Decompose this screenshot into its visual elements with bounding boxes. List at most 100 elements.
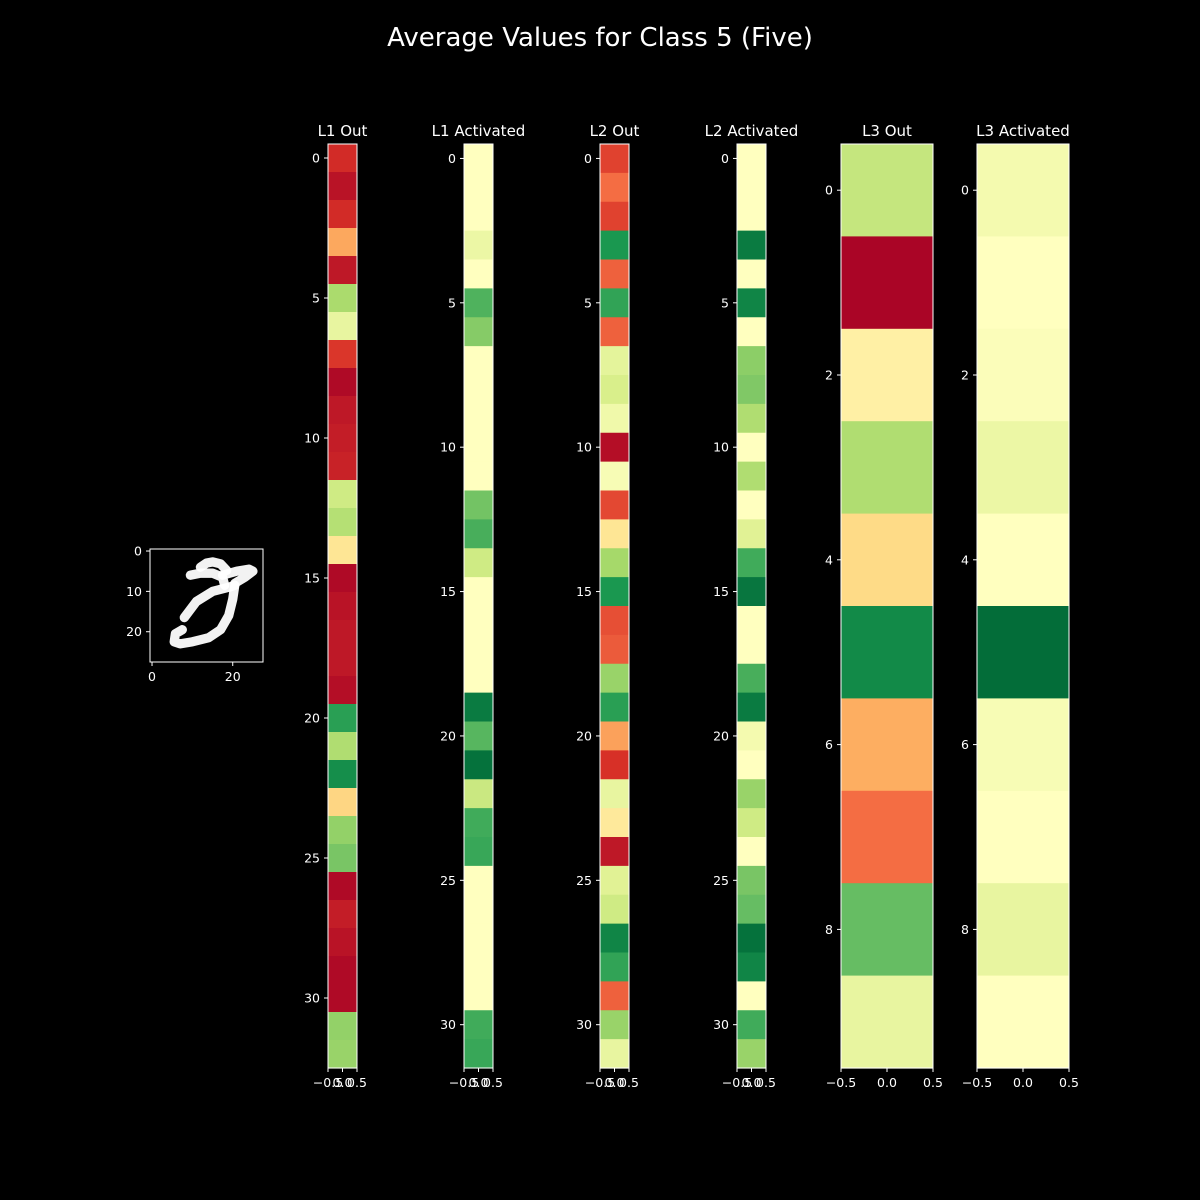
heatmap-cell	[600, 606, 629, 636]
heatmap-cell	[841, 606, 933, 699]
heatmap-cell	[600, 259, 629, 289]
heatmap-cell	[977, 513, 1069, 607]
heatmap-cell	[464, 692, 493, 723]
x-tick-label: 0	[148, 669, 156, 684]
panel-title: L1 Out	[318, 122, 368, 140]
heatmap-cell	[328, 760, 357, 789]
y-tick-label: 20	[304, 711, 320, 726]
heatmap-cell	[737, 865, 766, 896]
heatmap-cell	[328, 536, 357, 565]
heatmap-cell	[464, 1010, 493, 1040]
heatmap-cell	[600, 923, 629, 954]
y-tick-label: 5	[312, 291, 320, 306]
heatmap-cell	[328, 984, 357, 1013]
heatmap-cell	[600, 144, 629, 174]
y-tick-label: 0	[825, 183, 833, 198]
x-tick-label: 0.5	[756, 1075, 776, 1090]
heatmap-cell	[328, 1040, 357, 1069]
heatmap-cell	[328, 424, 357, 453]
y-tick-label: 25	[576, 873, 592, 888]
panel-l3-activated: L3 Activated 0 2 4 6 8 −0.5 0.0 0.5	[961, 122, 1079, 1090]
y-tick-label: 10	[713, 440, 729, 455]
x-tick-label: 0.5	[483, 1075, 503, 1090]
heatmap-cell	[600, 952, 629, 982]
y-tick-label: 10	[576, 440, 592, 455]
digit-strokes	[169, 557, 258, 649]
heatmap-cell	[841, 975, 933, 1069]
x-tick-label: −0.5	[826, 1075, 856, 1090]
heatmap-cell	[464, 403, 493, 434]
heatmap-cell	[464, 721, 493, 751]
heatmap-cell	[328, 620, 357, 649]
y-tick-label: 4	[825, 552, 833, 567]
heatmap-cell	[328, 872, 357, 901]
heatmap-cell	[737, 894, 766, 925]
panel-title: L2 Out	[590, 122, 640, 140]
y-tick-label: 15	[440, 584, 456, 599]
y-tick-label: 2	[961, 368, 969, 383]
heatmap-cell	[737, 144, 766, 174]
heatmap-cell	[737, 548, 766, 578]
y-tick-label: 20	[713, 728, 729, 743]
y-tick-label: 25	[440, 873, 456, 888]
heatmap-cell	[841, 513, 933, 607]
heatmap-cell	[328, 900, 357, 929]
heatmap-cell	[737, 172, 766, 203]
x-tick-label: 0.5	[619, 1075, 639, 1090]
heatmap-cell	[464, 317, 493, 347]
y-tick-label: 30	[576, 1017, 592, 1032]
heatmap-cell	[737, 981, 766, 1011]
x-tick-label: −0.5	[962, 1075, 992, 1090]
heatmap-cell	[328, 452, 357, 481]
heatmap-cell	[328, 256, 357, 285]
heatmap-cell	[600, 634, 629, 665]
y-tick-label: 0	[448, 151, 456, 166]
digit-stroke	[217, 564, 258, 588]
panel-l2-activated: L2 Activated 0 5 10 15 20 25 30 −0.50.00.5	[705, 122, 799, 1090]
heatmap-cell	[328, 648, 357, 677]
y-tick-label: 0	[584, 151, 592, 166]
heatmap-cell	[600, 663, 629, 694]
x-tick-label: 0.0	[1013, 1075, 1033, 1090]
y-tick-label: 20	[126, 624, 142, 639]
y-tick-label: 30	[304, 991, 320, 1006]
figure-title: Average Values for Class 5 (Five)	[387, 23, 813, 53]
y-tick-label: 15	[304, 571, 320, 586]
y-tick-label: 5	[448, 295, 456, 310]
heatmap-cell	[464, 634, 493, 665]
x-tick-label: 0.0	[469, 1075, 489, 1090]
heatmap-cell	[328, 480, 357, 509]
heatmap-cell	[464, 865, 493, 896]
heatmap-cell	[328, 816, 357, 845]
y-tick-label: 10	[126, 584, 142, 599]
panel-title: L3 Out	[862, 122, 912, 140]
heatmap-cell	[328, 1012, 357, 1041]
heatmap-cell	[841, 236, 933, 330]
heatmap-cell	[600, 346, 629, 376]
y-tick-label: 4	[961, 552, 969, 567]
heatmap-cell	[464, 288, 493, 318]
heatmap-cell	[328, 704, 357, 733]
heatmap-cell	[600, 201, 629, 232]
heatmap-cell	[464, 144, 493, 174]
y-tick-label: 2	[825, 368, 833, 383]
y-tick-label: 5	[584, 295, 592, 310]
x-tick-label: 0.0	[605, 1075, 625, 1090]
x-tick-label: −0.5	[449, 1075, 479, 1090]
heatmap-cell	[737, 750, 766, 780]
panel-l2-out: L2 Out 0 5 10 15 20 25 30 −0.50.00.5	[576, 122, 639, 1090]
y-tick-label: 25	[304, 851, 320, 866]
heatmap-cell	[737, 519, 766, 549]
heatmap-cell	[464, 172, 493, 203]
x-tick-label: 0.0	[877, 1075, 897, 1090]
heatmap-cell	[328, 788, 357, 817]
heatmap-cell	[977, 328, 1069, 422]
heatmap-cell	[977, 698, 1069, 792]
x-tick-label: −0.5	[585, 1075, 615, 1090]
heatmap-cell	[464, 375, 493, 405]
heatmap-cell	[328, 928, 357, 957]
panel-l3-out: L3 Out 0 2 4 6 8 −0.5 0.0 0.5	[825, 122, 943, 1090]
heatmap-cell	[841, 790, 933, 884]
heatmap-cell	[464, 837, 493, 867]
